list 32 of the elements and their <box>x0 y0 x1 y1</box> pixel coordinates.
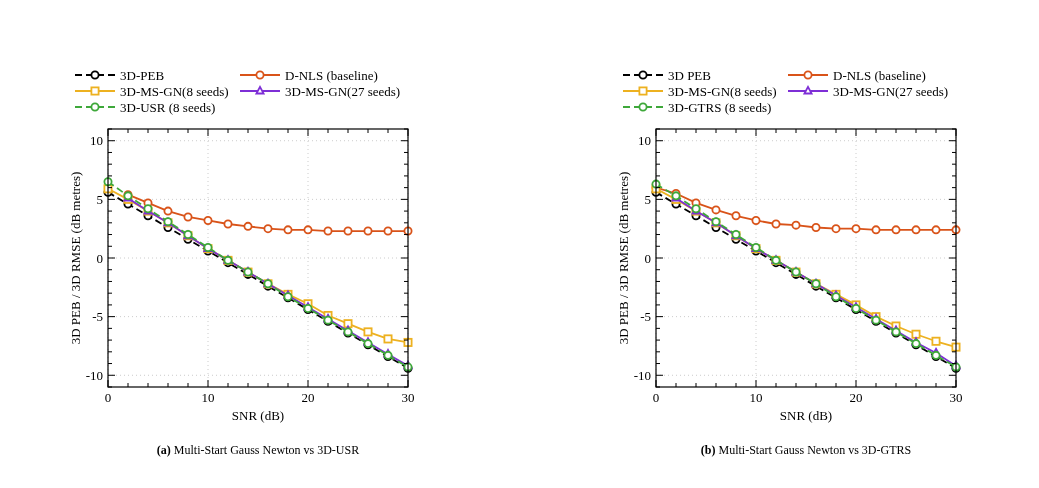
y-tick-label: 5 <box>644 191 651 207</box>
legend-label: D-NLS (baseline) <box>285 67 378 83</box>
y-axis-title: 3D PEB / 3D RMSE (dB metres) <box>68 171 83 345</box>
x-tick-label: 30 <box>949 390 963 405</box>
legend-label: 3D PEB <box>668 67 712 83</box>
y-tick-label: 5 <box>96 191 103 207</box>
text: (b) Multi-Start Gauss Newton vs 3D-GTRS <box>700 443 912 457</box>
legend-label: D-NLS (baseline) <box>833 67 926 83</box>
legend-label: 3D-USR (8 seeds) <box>120 99 216 115</box>
x-tick-label: 30 <box>401 390 415 405</box>
y-tick-label: 10 <box>638 133 651 149</box>
legend-label: 3D-MS-GN(8 seeds) <box>668 83 777 99</box>
y-tick-label: 10 <box>90 133 103 149</box>
y-tick-label: -5 <box>640 309 651 325</box>
text: (a) Multi-Start Gauss Newton vs 3D-USR <box>156 443 360 457</box>
x-tick-label: 20 <box>849 390 863 405</box>
legend-label: 3D-MS-GN(27 seeds) <box>285 83 401 99</box>
y-tick-label: -10 <box>633 367 651 383</box>
y-tick-label: -5 <box>92 309 103 325</box>
y-tick-label: 0 <box>96 250 103 266</box>
legend-label: 3D-MS-GN(8 seeds) <box>120 83 229 99</box>
x-tick-label: 10 <box>749 390 763 405</box>
y-axis-title: 3D PEB / 3D RMSE (dB metres) <box>616 171 631 345</box>
x-axis-title: SNR (dB) <box>231 408 285 423</box>
legend-label: 3D-PEB <box>120 67 165 83</box>
y-tick-label: -10 <box>85 367 103 383</box>
x-axis-title: SNR (dB) <box>779 408 833 423</box>
x-tick-label: 10 <box>201 390 215 405</box>
legend-label: 3D-MS-GN(27 seeds) <box>833 83 949 99</box>
y-tick-label: 0 <box>644 250 651 266</box>
x-tick-label: 20 <box>301 390 315 405</box>
legend-label: 3D-GTRS (8 seeds) <box>668 99 772 115</box>
